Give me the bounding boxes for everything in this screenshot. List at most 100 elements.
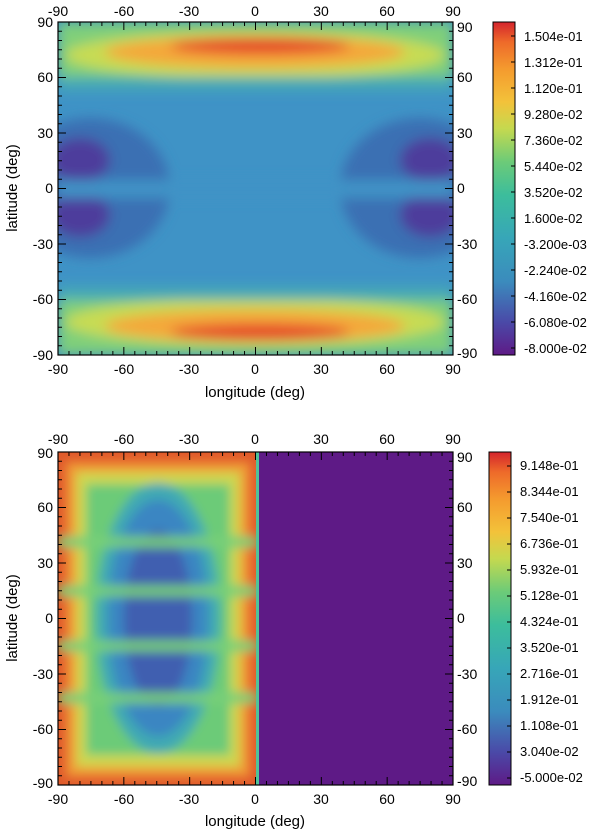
bottom-colorbar-label: 6.736e-01 <box>520 536 579 551</box>
top-yleft-tick-label: 0 <box>45 180 53 196</box>
bottom-yleft-tick-label: -90 <box>33 775 53 791</box>
bottom-colorbar-label: 1.108e-01 <box>520 718 579 733</box>
bottom-yright-tick-label: 90 <box>457 449 473 465</box>
top-heatmap <box>58 22 453 355</box>
top-xtop-tick-label: -90 <box>48 3 68 19</box>
top-panel: 0 -90 -60 -30 30 60 90 -90 -60 -30 0 30 … <box>4 3 587 401</box>
top-colorbar-label: 7.360e-02 <box>524 133 583 148</box>
bottom-colorbar: 9.148e-01 8.344e-01 7.540e-01 6.736e-01 … <box>488 451 583 786</box>
bottom-colorbar-label: 7.540e-01 <box>520 510 579 525</box>
bottom-xtop-tick-label: 90 <box>445 431 461 447</box>
top-colorbar-label: 5.440e-02 <box>524 159 583 174</box>
east-trough-north <box>400 138 453 182</box>
bottom-colorbar-label: -5.000e-02 <box>520 770 583 785</box>
top-xbottom-tick-label: -90 <box>48 361 68 377</box>
bottom-colorbar-label: 9.148e-01 <box>520 458 579 473</box>
bottom-x-axis-title: longitude (deg) <box>205 813 305 830</box>
top-colorbar-label: 1.120e-01 <box>524 81 583 96</box>
top-xbottom-tick-label: -60 <box>114 361 134 377</box>
top-yleft-tick-label: -30 <box>33 236 53 252</box>
bottom-panel: -90 -60 -30 0 30 60 90 -90 -60 -30 0 30 … <box>4 431 583 830</box>
top-xbottom-tick-label: 60 <box>379 361 395 377</box>
stripe-15s <box>58 640 258 652</box>
top-yright-tick-label: 0 <box>457 180 465 196</box>
stripe-45s <box>58 692 258 704</box>
dayside-layer-7 <box>124 530 192 706</box>
west-trough-south <box>58 193 110 237</box>
top-xtop-tick-label: 60 <box>379 3 395 19</box>
terminator-line <box>256 452 259 785</box>
top-yleft-tick-label: 30 <box>37 125 53 141</box>
stripe-50n <box>58 536 258 548</box>
bottom-heatmap <box>58 452 453 785</box>
top-xtop-tick-label: 30 <box>313 3 329 19</box>
top-colorbar-label: -6.080e-02 <box>524 315 587 330</box>
north-band-peak <box>170 38 350 54</box>
bottom-heatmap-nightside <box>258 452 453 785</box>
bottom-xbottom-tick-label: 90 <box>445 791 461 807</box>
top-xtop-tick-label: 90 <box>445 3 461 19</box>
top-xbottom-tick-label: 0 <box>251 361 259 377</box>
bottom-xtop-tick-label: -60 <box>114 431 134 447</box>
bottom-yleft-tick-label: 0 <box>45 610 53 626</box>
stripe-20n <box>58 585 258 597</box>
bottom-yright-tick-label: -90 <box>457 773 477 789</box>
top-xbottom-tick-label: 30 <box>313 361 329 377</box>
top-yright-tick-label: 90 <box>457 19 473 35</box>
top-colorbar-label: 1.504e-01 <box>524 29 583 44</box>
top-colorbar-label: 1.312e-01 <box>524 55 583 70</box>
top-colorbar: 1.504e-01 1.312e-01 1.120e-01 9.280e-02 … <box>492 21 587 356</box>
top-x-axis-title: longitude (deg) <box>205 384 305 401</box>
top-yleft-tick-label: -60 <box>33 291 53 307</box>
top-xtop-tick-label: 0 <box>251 3 259 19</box>
bottom-yright-tick-label: 60 <box>457 499 473 515</box>
bottom-xtop-tick-label: 30 <box>313 431 329 447</box>
top-colorbar-label: 9.280e-02 <box>524 107 583 122</box>
bottom-yright-tick-label: 30 <box>457 555 473 571</box>
bottom-colorbar-label: 5.128e-01 <box>520 588 579 603</box>
bottom-xbottom-tick-label: -60 <box>114 791 134 807</box>
bottom-xbottom-tick-label: 0 <box>251 791 259 807</box>
top-colorbar-label: 3.520e-02 <box>524 185 583 200</box>
bottom-yright-tick-label: -30 <box>457 666 477 682</box>
bottom-xtop-tick-label: 60 <box>379 431 395 447</box>
top-ticks <box>57 21 454 356</box>
bottom-yleft-tick-label: -60 <box>33 721 53 737</box>
bottom-colorbar-label: 3.520e-01 <box>520 640 579 655</box>
bottom-yleft-tick-label: 60 <box>37 499 53 515</box>
south-transition <box>58 286 453 300</box>
top-xtop-tick-label: -30 <box>179 3 199 19</box>
bottom-yright-tick-label: -60 <box>457 721 477 737</box>
bottom-yleft-tick-label: 90 <box>37 445 53 461</box>
top-colorbar-label: -3.200e-03 <box>524 237 587 252</box>
bottom-colorbar-label: 4.324e-01 <box>520 614 579 629</box>
top-yleft-tick-label: -90 <box>33 347 53 363</box>
bottom-xbottom-tick-label: -90 <box>48 791 68 807</box>
bottom-xbottom-tick-label: 60 <box>379 791 395 807</box>
east-trough-south <box>400 193 453 237</box>
top-yright-tick-label: -60 <box>457 291 477 307</box>
top-colorbar-ramp <box>492 21 516 356</box>
bottom-colorbar-label: 2.716e-01 <box>520 666 579 681</box>
top-yleft-tick-label: 90 <box>37 14 53 30</box>
top-colorbar-label: 1.600e-02 <box>524 211 583 226</box>
top-colorbar-label: -8.000e-02 <box>524 341 587 356</box>
bottom-colorbar-ramp <box>488 451 512 786</box>
top-y-axis-title: latitude (deg) <box>4 144 21 232</box>
north-transition <box>58 77 453 91</box>
top-colorbar-ticks <box>511 35 515 349</box>
bottom-y-axis-title: latitude (deg) <box>4 574 21 662</box>
top-yright-tick-label: 30 <box>457 125 473 141</box>
bottom-xbottom-tick-label: -30 <box>179 791 199 807</box>
top-yright-tick-label: -90 <box>457 345 477 361</box>
top-yright-tick-label: 60 <box>457 69 473 85</box>
bottom-ticks <box>57 451 454 786</box>
south-band-peak <box>170 324 350 340</box>
bottom-colorbar-label: 5.932e-01 <box>520 562 579 577</box>
top-colorbar-label: -2.240e-02 <box>524 263 587 278</box>
top-xbottom-tick-label: -30 <box>179 361 199 377</box>
west-trough-north <box>58 138 110 182</box>
bottom-yright-tick-label: 0 <box>457 610 465 626</box>
bottom-colorbar-label: 1.912e-01 <box>520 692 579 707</box>
